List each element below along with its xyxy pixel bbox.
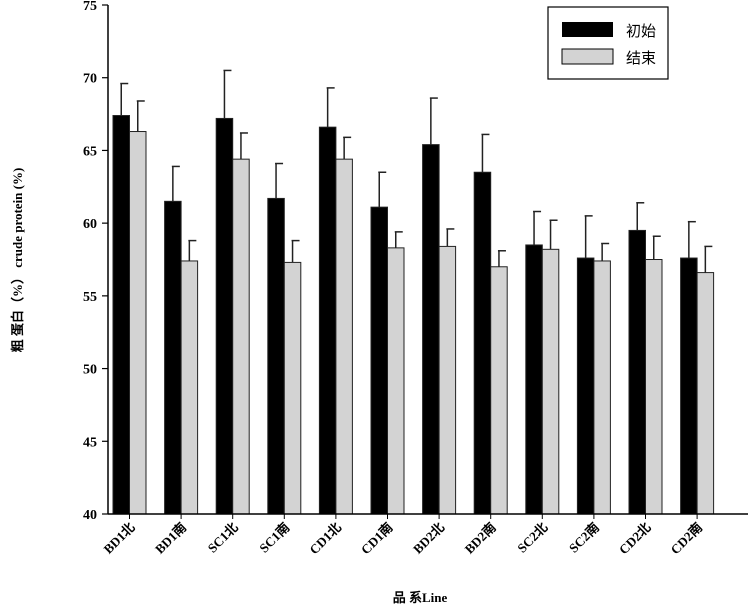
y-tick-label: 60	[83, 217, 97, 232]
y-tick-label: 40	[83, 508, 97, 523]
legend-label-end: 结束	[626, 49, 656, 67]
y-tick-label: 55	[83, 290, 97, 305]
bar-end	[541, 248, 560, 515]
bar-end	[335, 158, 353, 515]
bar-initial	[318, 126, 337, 515]
y-tick-label: 45	[83, 435, 97, 450]
y-tick-label: 50	[83, 363, 97, 378]
x-tick-label: CD2北	[616, 520, 654, 558]
x-tick-label: BD1北	[100, 520, 137, 557]
y-tick-label: 70	[83, 72, 97, 87]
y-tick-label: 75	[83, 0, 97, 14]
y-tick-label: 65	[83, 144, 97, 159]
bar-end	[645, 259, 663, 515]
bar-initial	[525, 244, 543, 515]
bar-end	[696, 272, 715, 515]
x-tick-label: SC1北	[205, 520, 241, 556]
bar-initial	[164, 200, 182, 515]
legend-swatch-end	[561, 48, 614, 65]
x-tick-label: BD2北	[410, 520, 447, 557]
bar-initial	[628, 229, 646, 515]
bar-initial	[576, 257, 595, 515]
bar-end	[232, 158, 250, 515]
bar-end	[283, 261, 302, 515]
x-axis-label: 品 系Line	[393, 590, 448, 605]
bar-end	[593, 260, 611, 515]
bar-initial	[473, 171, 492, 515]
legend-swatch-initial	[562, 22, 613, 37]
legend: 初始 结束	[547, 6, 669, 80]
bar-initial	[215, 117, 234, 515]
bar-end	[387, 247, 405, 515]
bar-initial	[267, 197, 285, 515]
bar-initial	[112, 115, 130, 515]
x-tick-label: CD1北	[306, 520, 344, 558]
x-tick-label: SC1南	[256, 520, 292, 556]
bar-end	[129, 131, 147, 515]
y-axis-label: 粗 蛋白（%） crude protein (%)	[10, 168, 25, 353]
bar-end	[438, 245, 457, 515]
x-tick-label: SC2南	[566, 520, 602, 556]
bar-initial	[422, 144, 440, 515]
x-tick-label: CD2南	[668, 520, 706, 558]
legend-label-initial: 初始	[626, 22, 656, 40]
x-tick-label: BD1南	[152, 520, 189, 557]
x-tick-label: CD1南	[358, 520, 396, 558]
x-tick-label: BD2南	[462, 520, 499, 557]
bar-initial	[370, 206, 388, 515]
bar-end	[490, 266, 508, 515]
x-tick-label: SC2北	[514, 520, 550, 556]
bar-initial	[680, 257, 698, 515]
bar-end	[180, 260, 199, 515]
